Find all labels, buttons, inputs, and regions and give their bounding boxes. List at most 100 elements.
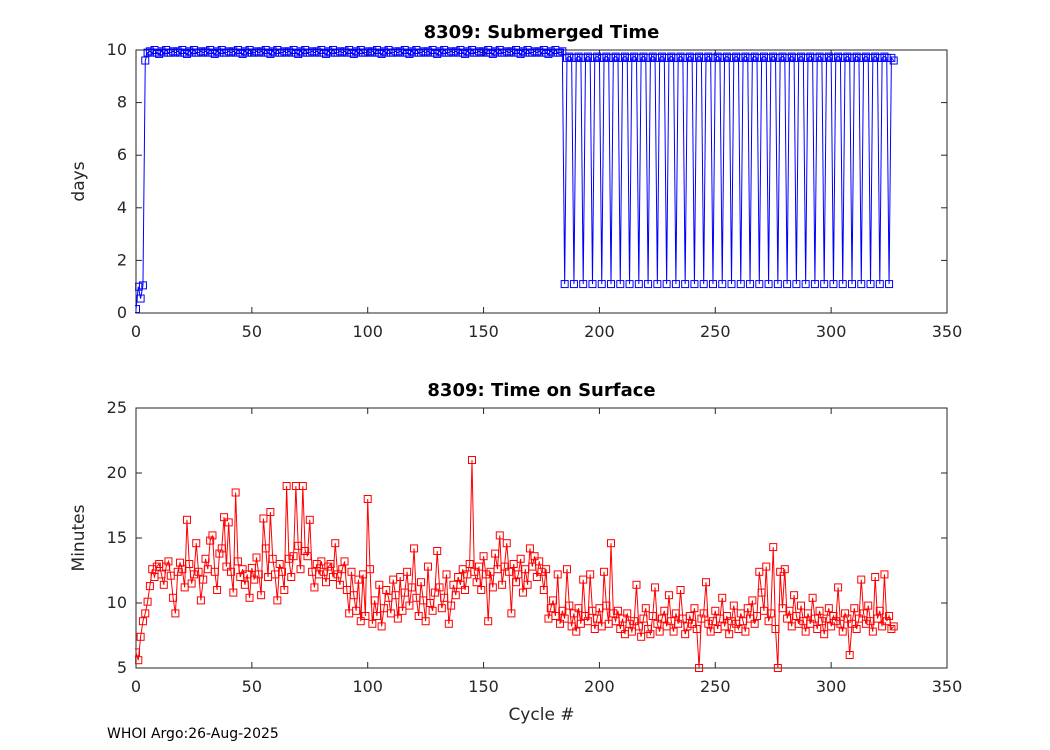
data-marker — [630, 617, 639, 626]
data-marker — [268, 554, 277, 563]
data-marker — [405, 601, 414, 610]
data-marker — [838, 627, 847, 636]
data-marker — [549, 596, 558, 605]
data-marker — [135, 282, 143, 291]
data-marker — [319, 567, 328, 576]
data-marker — [655, 53, 664, 62]
data-marker — [310, 583, 319, 592]
data-marker — [634, 622, 643, 631]
data-marker — [233, 557, 242, 566]
y-tick-label: 10 — [107, 593, 127, 612]
data-marker — [164, 557, 173, 566]
data-marker — [664, 591, 673, 600]
data-marker — [792, 612, 801, 620]
x-tick-label: 350 — [932, 322, 963, 341]
data-marker — [695, 664, 704, 672]
data-marker — [135, 305, 140, 314]
data-marker — [699, 280, 708, 289]
data-marker — [790, 591, 799, 600]
data-marker — [722, 612, 731, 620]
data-marker — [224, 518, 233, 527]
data-marker — [366, 565, 375, 574]
data-marker — [556, 48, 565, 57]
axes-box — [135, 49, 948, 314]
data-marker — [528, 562, 537, 571]
data-marker — [739, 53, 748, 62]
data-marker — [637, 53, 646, 62]
data-marker — [375, 580, 384, 589]
data-marker — [574, 604, 583, 613]
data-marker — [143, 597, 152, 606]
data-marker — [437, 604, 446, 613]
data-marker — [820, 280, 829, 289]
data-marker — [854, 614, 863, 623]
x-tick-label: 250 — [700, 322, 731, 341]
data-marker — [776, 53, 785, 62]
data-marker — [773, 280, 782, 289]
data-marker — [878, 622, 887, 631]
data-marker — [662, 280, 671, 289]
data-marker — [757, 588, 766, 597]
data-marker — [423, 562, 432, 571]
data-marker — [498, 580, 507, 589]
data-marker — [569, 280, 578, 289]
data-marker — [773, 664, 782, 672]
data-marker — [535, 557, 544, 566]
data-marker — [171, 609, 180, 618]
data-marker — [266, 508, 275, 516]
data-marker — [280, 586, 289, 594]
data-marker — [755, 567, 764, 576]
data-marker — [558, 47, 567, 56]
chart-title: 8309: Submerged Time — [424, 22, 660, 43]
data-marker — [597, 280, 606, 289]
data-marker — [688, 619, 697, 628]
data-marker — [572, 627, 581, 636]
data-marker — [885, 612, 894, 620]
data-marker — [141, 56, 150, 65]
data-marker — [801, 280, 810, 289]
data-marker — [841, 609, 850, 618]
data-marker — [138, 617, 147, 626]
data-marker — [785, 53, 794, 62]
data-marker — [410, 544, 419, 553]
data-marker — [227, 567, 235, 576]
x-tick-label: 200 — [584, 677, 615, 696]
data-marker — [333, 570, 342, 579]
data-marker — [145, 582, 154, 591]
data-marker — [699, 609, 708, 618]
data-marker — [579, 280, 588, 289]
data-marker — [690, 604, 699, 613]
data-marker — [803, 53, 812, 62]
data-marker — [880, 570, 889, 579]
data-marker — [593, 614, 602, 623]
data-marker — [546, 604, 555, 613]
data-marker — [176, 558, 185, 567]
data-marker — [579, 575, 588, 584]
data-marker — [692, 53, 701, 62]
data-marker — [495, 531, 504, 540]
data-marker — [607, 539, 616, 548]
x-tick-label: 200 — [584, 322, 615, 341]
data-marker — [567, 622, 576, 631]
data-marker — [305, 515, 314, 524]
data-marker — [447, 601, 456, 610]
data-marker — [875, 280, 884, 289]
data-marker — [616, 625, 625, 633]
data-marker — [298, 482, 307, 490]
data-marker — [834, 583, 843, 592]
data-marker — [729, 601, 738, 610]
y-tick-label: 4 — [117, 198, 127, 217]
data-marker — [831, 617, 840, 626]
data-marker — [850, 604, 859, 613]
data-marker — [641, 604, 650, 613]
data-marker — [382, 586, 391, 594]
data-marker — [396, 573, 405, 581]
data-marker — [560, 614, 569, 623]
data-marker — [252, 553, 261, 562]
data-marker — [711, 606, 720, 615]
data-marker — [537, 567, 546, 576]
data-marker — [426, 599, 435, 607]
data-marker — [871, 573, 880, 581]
data-marker — [750, 619, 759, 628]
data-marker — [136, 294, 145, 303]
